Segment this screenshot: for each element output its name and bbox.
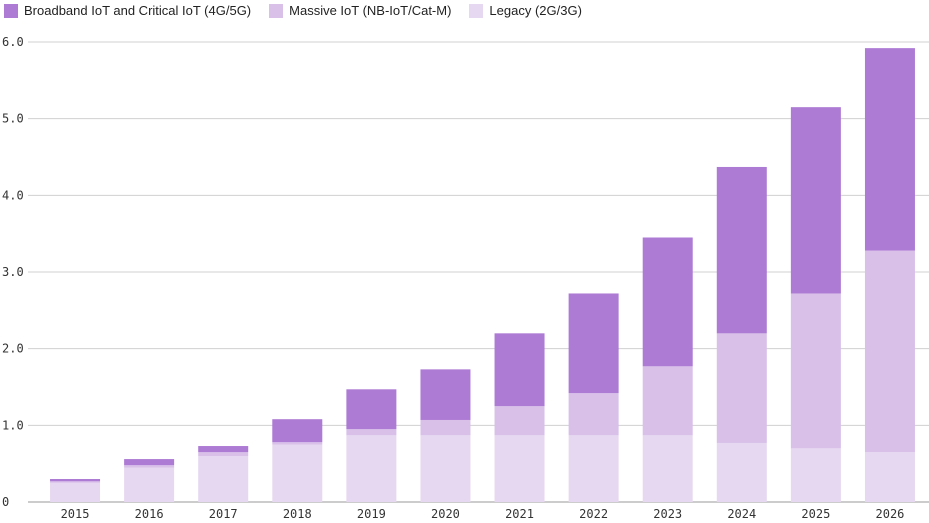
- bar-segment-massive: [864, 250, 915, 453]
- bar-segment-massive: [494, 406, 545, 436]
- legend-label-legacy: Legacy (2G/3G): [489, 3, 582, 18]
- legend-swatch-broadband: [4, 3, 18, 18]
- bar-segment-broadband: [198, 446, 249, 453]
- x-tick-label: 2017: [209, 507, 238, 521]
- bar-segment-broadband: [420, 369, 471, 420]
- x-tick-label: 2024: [727, 507, 756, 521]
- y-tick-label: 5.0: [2, 112, 24, 126]
- legend-item-broadband: Broadband IoT and Critical IoT (4G/5G): [4, 3, 251, 18]
- bar-segment-massive: [568, 393, 619, 436]
- legend-item-massive: Massive IoT (NB-IoT/Cat-M): [269, 3, 451, 18]
- x-tick-label: 2016: [135, 507, 164, 521]
- x-tick-label: 2023: [653, 507, 682, 521]
- bar-segment-massive: [272, 442, 323, 445]
- bar-segment-broadband: [272, 419, 323, 443]
- legend-item-legacy: Legacy (2G/3G): [469, 3, 582, 18]
- bar-segment-broadband: [494, 333, 545, 407]
- bar-segment-legacy: [420, 435, 471, 502]
- bar-segment-broadband: [124, 459, 175, 466]
- bar-segment-broadband: [790, 107, 841, 294]
- bar-segment-legacy: [642, 435, 693, 502]
- bar-segment-legacy: [272, 444, 323, 502]
- bar-segment-massive: [642, 366, 693, 436]
- legend-swatch-massive: [269, 3, 284, 18]
- legend-label-massive: Massive IoT (NB-IoT/Cat-M): [289, 3, 452, 18]
- x-tick-label: 2025: [801, 507, 830, 521]
- chart-legend: Broadband IoT and Critical IoT (4G/5G) M…: [4, 3, 582, 18]
- bar-segment-massive: [346, 429, 397, 436]
- bar-segment-massive: [50, 481, 101, 483]
- y-tick-label: 0: [2, 495, 9, 509]
- x-tick-label: 2022: [579, 507, 608, 521]
- x-tick-label: 2026: [876, 507, 905, 521]
- x-tick-label: 2018: [283, 507, 312, 521]
- bar-segment-legacy: [198, 456, 249, 502]
- bar-segment-legacy: [864, 452, 915, 502]
- x-tick-label: 2021: [505, 507, 534, 521]
- legend-swatch-legacy: [469, 3, 484, 18]
- x-tick-label: 2019: [357, 507, 386, 521]
- bar-segment-legacy: [346, 435, 397, 502]
- bar-segment-massive: [420, 419, 471, 436]
- bar-segment-legacy: [494, 435, 545, 502]
- bar-segment-massive: [198, 452, 249, 456]
- bar-segment-legacy: [716, 442, 767, 502]
- bar-segment-legacy: [50, 482, 101, 502]
- x-tick-label: 2015: [61, 507, 90, 521]
- bar-segment-massive: [790, 293, 841, 449]
- bar-segment-legacy: [124, 467, 175, 502]
- bar-segment-massive: [124, 465, 175, 468]
- bar-segment-legacy: [790, 448, 841, 502]
- y-tick-label: 4.0: [2, 188, 24, 202]
- y-tick-label: 1.0: [2, 418, 24, 432]
- y-tick-label: 3.0: [2, 265, 24, 279]
- y-tick-label: 2.0: [2, 342, 24, 356]
- legend-label-broadband: Broadband IoT and Critical IoT (4G/5G): [24, 3, 252, 18]
- bar-segment-legacy: [568, 435, 619, 502]
- y-tick-label: 6.0: [2, 35, 24, 49]
- bar-segment-broadband: [568, 293, 619, 394]
- bar-segment-broadband: [716, 166, 767, 334]
- bar-segment-broadband: [50, 479, 101, 482]
- bar-segment-massive: [716, 333, 767, 443]
- bar-segment-broadband: [346, 389, 397, 430]
- bar-segment-broadband: [864, 48, 915, 251]
- bar-segment-broadband: [642, 237, 693, 367]
- x-tick-label: 2020: [431, 507, 460, 521]
